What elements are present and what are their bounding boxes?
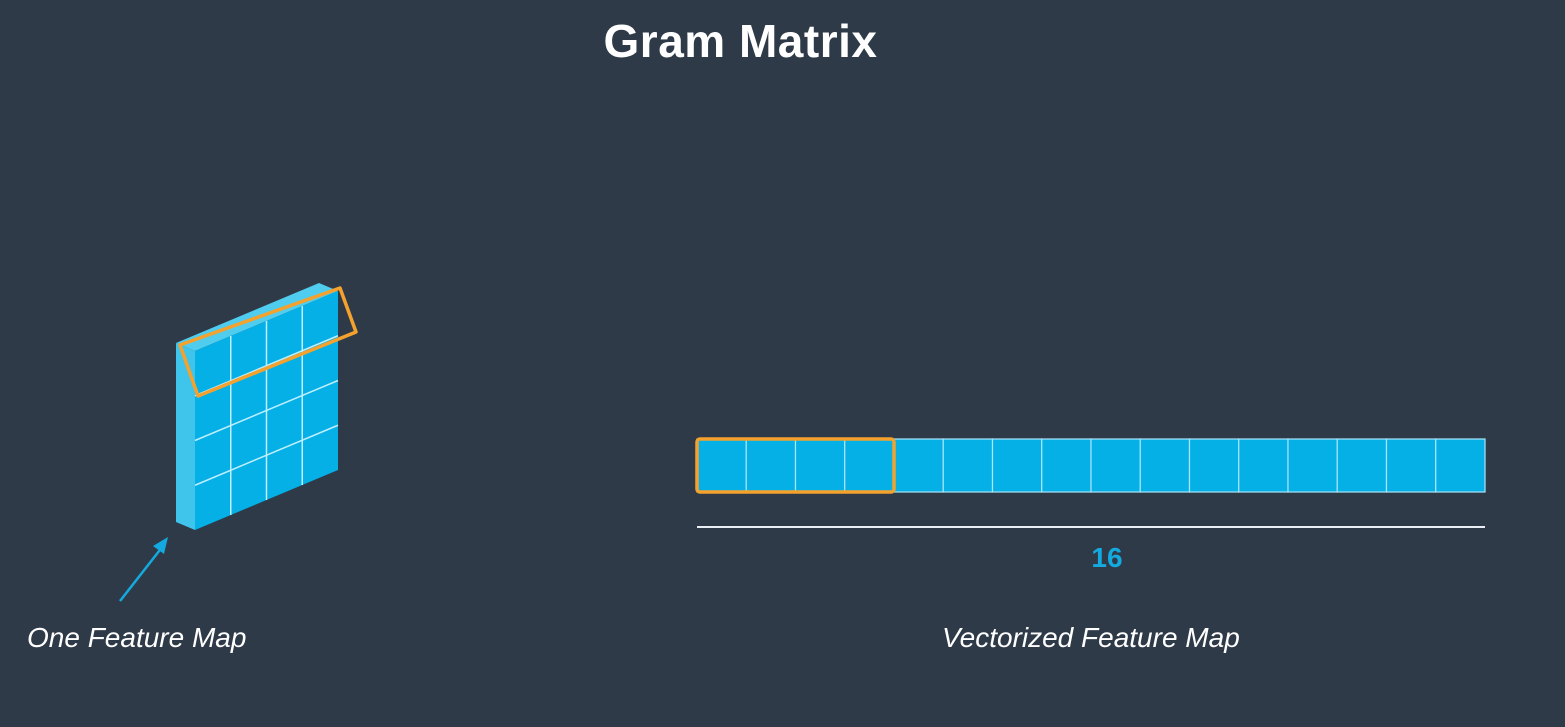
slide-title: Gram Matrix — [603, 15, 878, 67]
vector-cell — [1041, 438, 1092, 493]
vector-cell — [745, 438, 797, 493]
arrow-line — [119, 545, 164, 602]
vector-cell — [991, 438, 1043, 493]
vector-cell — [1435, 438, 1486, 493]
feature-map-row-highlight — [178, 286, 358, 398]
vector-cell — [1139, 438, 1191, 493]
vector-cell — [1336, 438, 1388, 493]
vector-cells — [696, 438, 1486, 493]
vector-cell — [1188, 438, 1240, 493]
feature-map-caption: One Feature Map — [27, 622, 247, 653]
feature-map-side-face — [176, 343, 195, 530]
vector-highlight-box — [695, 437, 896, 494]
feature-map-grid-line — [194, 379, 339, 442]
vectorized-map-caption: Vectorized Feature Map — [942, 622, 1240, 653]
arrow-head — [153, 537, 168, 554]
vector-cell — [1238, 438, 1289, 493]
vector-cell — [942, 438, 994, 493]
vector-length-label: 16 — [1091, 542, 1123, 573]
vector-cell — [844, 438, 895, 493]
feature-map — [176, 283, 358, 530]
vector-cell — [893, 438, 944, 493]
vector-cell — [1385, 438, 1437, 493]
feature-map-grid-line — [194, 424, 339, 486]
vector-cell — [794, 438, 846, 493]
feature-map-pointer-arrow — [119, 537, 168, 602]
feature-map-grid — [194, 306, 339, 515]
vector-cell — [696, 438, 747, 493]
vector-cell — [1287, 438, 1338, 493]
vector-cell — [1090, 438, 1141, 493]
